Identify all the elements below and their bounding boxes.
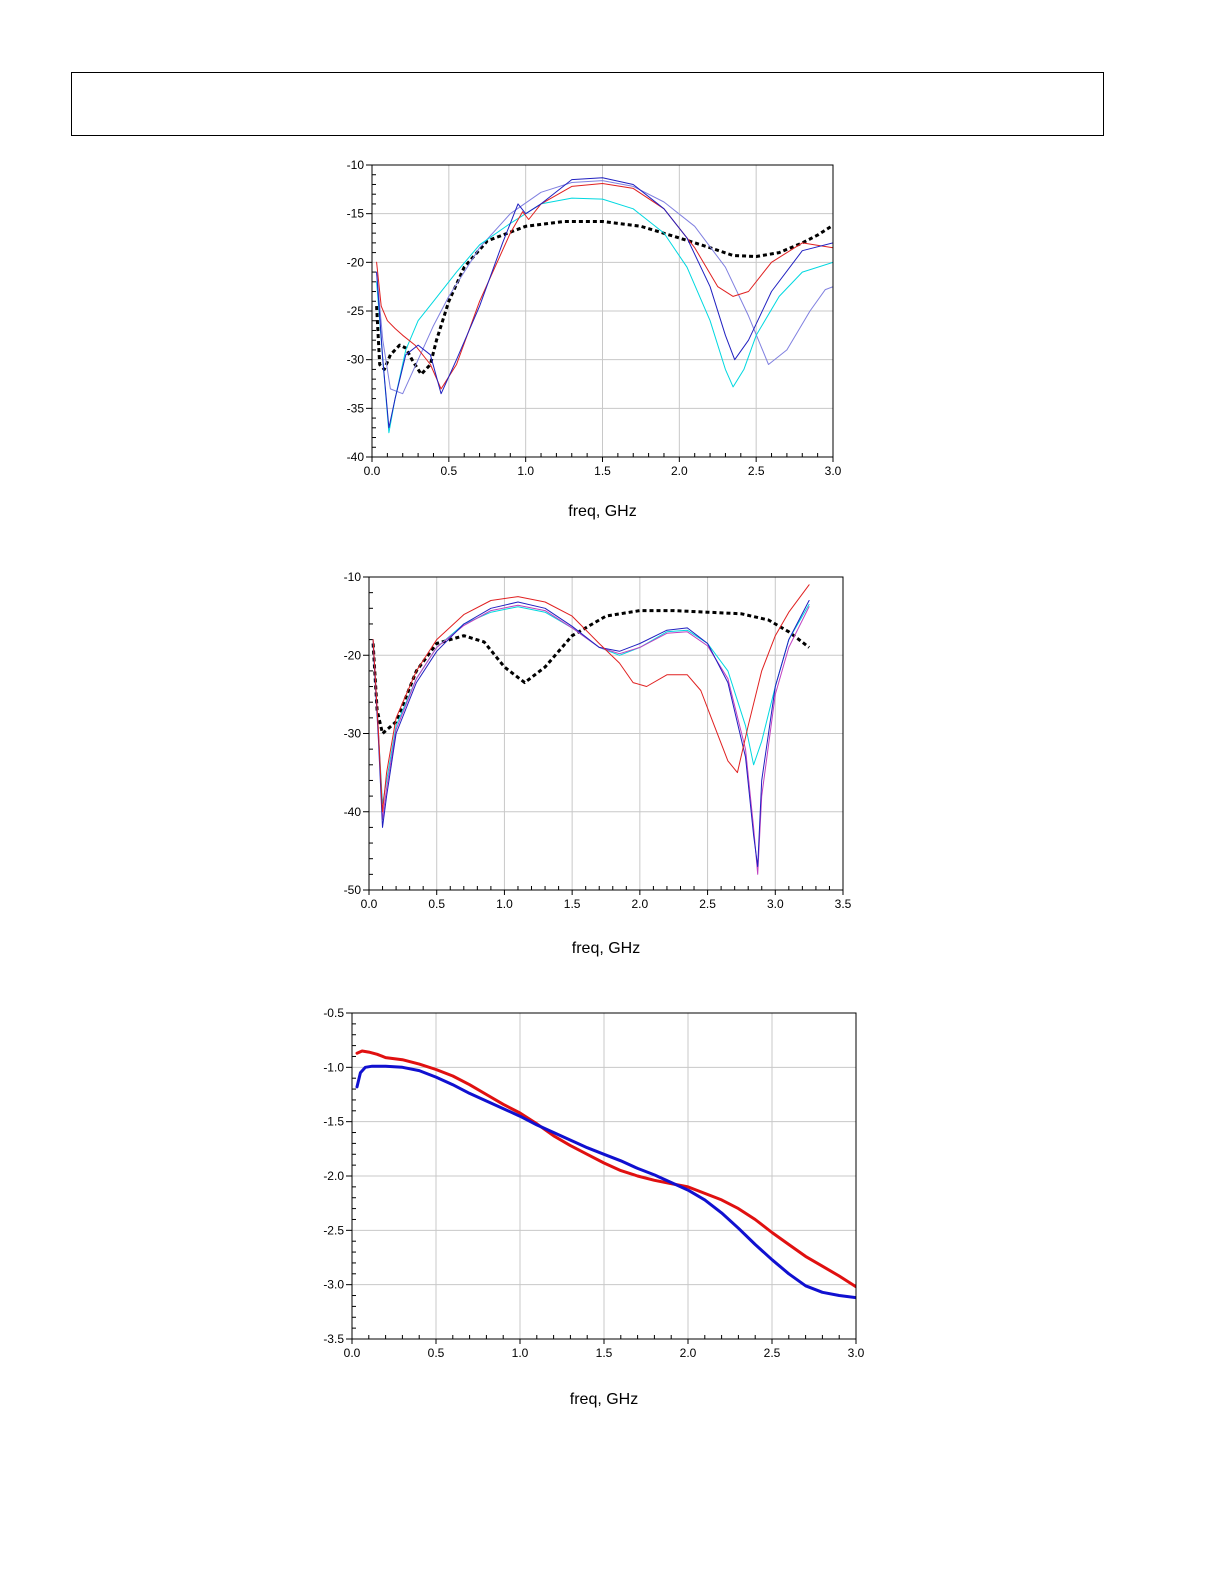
x-tick-label: 3.0 (848, 1346, 865, 1360)
x-tick-label: 1.0 (517, 464, 534, 478)
y-tick-label: -3.5 (323, 1332, 344, 1346)
x-axis-title: freq, GHz (572, 940, 640, 957)
series-line-2 (376, 180, 833, 395)
series-line-1 (375, 220, 833, 376)
series-line-3 (372, 604, 810, 875)
x-axis-title: freq, GHz (568, 503, 636, 520)
y-tick-label: -1.0 (323, 1060, 344, 1074)
y-tick-label: -0.5 (323, 1006, 344, 1020)
y-tick-label: -10 (347, 158, 365, 172)
y-tick-label: -15 (347, 207, 365, 221)
y-tick-label: -25 (347, 304, 365, 318)
plot-frame (368, 576, 844, 891)
x-tick-label: 2.0 (680, 1346, 697, 1360)
y-tick-label: -50 (344, 883, 362, 897)
series-line-1 (355, 1049, 856, 1289)
x-tick-label: 0.0 (361, 897, 378, 911)
x-tick-label: 1.5 (596, 1346, 613, 1360)
series-line-5 (376, 177, 833, 429)
y-tick-label: -20 (347, 255, 365, 269)
y-tick-label: -2.5 (323, 1223, 344, 1237)
header-box (71, 72, 1104, 136)
x-tick-label: 2.5 (748, 464, 765, 478)
x-tick-label: 3.0 (767, 897, 784, 911)
y-tick-label: -35 (347, 401, 365, 415)
x-tick-label: 0.5 (428, 1346, 445, 1360)
y-tick-label: -40 (344, 805, 362, 819)
x-tick-label: 2.5 (764, 1346, 781, 1360)
series-line-4 (376, 183, 833, 390)
plot-frame (371, 164, 834, 458)
y-tick-label: -40 (347, 450, 365, 464)
x-tick-label: 0.0 (344, 1346, 361, 1360)
y-tick-label: -20 (344, 648, 362, 662)
x-tick-label: 2.5 (699, 897, 716, 911)
y-tick-label: -30 (347, 353, 365, 367)
series-line-5 (372, 584, 810, 813)
x-tick-label: 2.0 (671, 464, 688, 478)
series-line-2 (355, 1064, 856, 1300)
y-tick-label: -1.5 (323, 1115, 344, 1129)
plot-frame (351, 1012, 857, 1340)
x-tick-label: 3.0 (825, 464, 842, 478)
y-tick-label: -2.0 (323, 1169, 344, 1183)
y-tick-label: -3.0 (323, 1278, 344, 1292)
series-line-3 (376, 197, 833, 434)
x-tick-label: 0.5 (440, 464, 457, 478)
y-tick-label: -10 (344, 570, 362, 584)
x-tick-label: 1.0 (512, 1346, 529, 1360)
x-tick-label: 0.5 (428, 897, 445, 911)
x-tick-label: 2.0 (632, 897, 649, 911)
x-axis-title: freq, GHz (570, 1391, 638, 1408)
x-tick-label: 1.0 (496, 897, 513, 911)
x-tick-label: 1.5 (564, 897, 581, 911)
series-line-4 (372, 600, 810, 867)
x-tick-label: 0.0 (364, 464, 381, 478)
y-tick-label: -30 (344, 727, 362, 741)
x-tick-label: 3.5 (835, 897, 852, 911)
series-line-1 (371, 609, 811, 735)
x-tick-label: 1.5 (594, 464, 611, 478)
